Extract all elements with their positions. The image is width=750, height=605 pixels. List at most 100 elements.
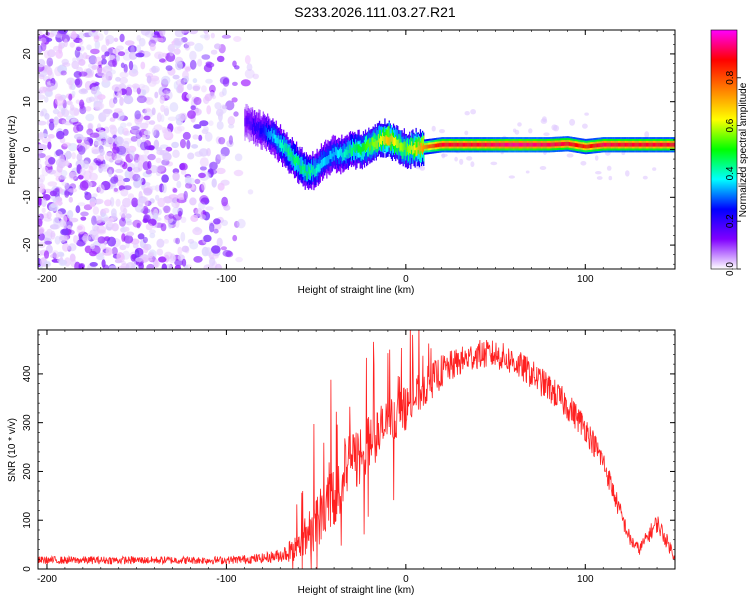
snr-x-tick-label: -100 (216, 574, 236, 585)
spectrogram-signal-cell (371, 137, 373, 155)
spectrogram-noise-blob (48, 121, 55, 131)
spectrogram-noise-blob (163, 208, 169, 214)
spectrogram-signal-cell (404, 143, 407, 161)
spectrogram-noise-blob (113, 174, 118, 183)
spectrogram-noise-blob (122, 250, 130, 260)
spectrogram-noise-blob (120, 204, 126, 213)
spectrogram-noise-blob (49, 224, 60, 230)
spectrogram-signal-cell (488, 142, 490, 147)
spectrogram-noise-blob (68, 93, 73, 101)
spectrogram-noise-blob (54, 95, 65, 106)
spectrogram-signal-cell (437, 143, 439, 148)
spectrogram-signal-cell (517, 142, 520, 147)
snr-frame (37, 329, 676, 570)
spectrogram-noise-blob (198, 134, 203, 141)
spectrogram-signal-cell (484, 142, 486, 147)
spectrogram-noise-blob (79, 39, 84, 45)
spectrogram-noise-blob (85, 106, 92, 112)
spectrogram-signal-cell (570, 142, 572, 147)
spectrogram-signal-cell (394, 137, 396, 147)
spectrogram-signal-cell (253, 118, 255, 127)
snr-x-tick-label: 0 (403, 574, 409, 585)
spectrogram-signal-cell (549, 142, 551, 147)
colorbar-tick-label: 0.2 (725, 214, 736, 228)
spectrogram-noise-blob (48, 157, 56, 165)
spectrogram-signal-cell (329, 150, 331, 160)
spectrogram-noise-blob (88, 30, 98, 37)
spectrogram-noise-blob (154, 258, 159, 268)
spectrogram-signal-cell (462, 142, 465, 147)
spectrogram-signal-cell (499, 142, 501, 147)
spectrogram-signal-cell (314, 168, 316, 178)
spectrogram-noise-blob (103, 108, 113, 114)
spectrogram-noise-blob (594, 155, 599, 161)
spectrogram-signal-cell (359, 145, 361, 155)
spectrogram-noise-blob (76, 153, 83, 162)
spectrogram-noise-blob (211, 178, 217, 188)
spectrogram-noise-blob (58, 220, 66, 227)
spectrogram-noise-blob (105, 38, 110, 46)
spectrogram-noise-blob (173, 126, 183, 134)
spectrogram-signal-cell (572, 142, 574, 147)
spectrogram-signal-cell (418, 145, 421, 154)
spectrogram-noise-blob (173, 48, 181, 55)
spectrogram-noise-blob (154, 51, 165, 60)
spectrogram-noise-blob (113, 37, 119, 42)
spectrogram-signal-cell (366, 141, 368, 151)
spectrogram-signal-cell (405, 147, 408, 156)
spectrogram-noise-blob (155, 194, 160, 201)
spectrogram-signal-cell (244, 109, 246, 126)
spectrogram-noise-blob (180, 169, 187, 175)
spectrogram-signal-cell (576, 143, 578, 147)
spectrogram-signal-cell (308, 167, 311, 176)
spectrogram-signal-cell (624, 142, 626, 147)
spectrogram-noise-blob (107, 236, 117, 247)
spectrogram-noise-blob (142, 236, 148, 244)
spectrogram-noise-blob (114, 154, 122, 164)
spectrogram-signal-cell (354, 143, 356, 153)
spectrogram-signal-cell (263, 126, 265, 135)
spectrogram-noise-blob (116, 252, 125, 261)
spectrogram-noise-blob (186, 93, 192, 99)
spectrogram-signal-cell (262, 124, 264, 133)
spectrogram-signal-cell (316, 164, 318, 174)
spectrogram-noise-blob (553, 125, 560, 132)
spectrogram-signal-cell (650, 142, 652, 147)
colorbar-scale (710, 29, 738, 270)
spectrogram-noise-blob (193, 97, 202, 105)
spectrogram-signal-cell (472, 142, 474, 147)
spectrogram-noise-blob (73, 125, 80, 133)
spectrogram-noise-blob (470, 161, 475, 168)
spectrogram-noise-blob (145, 97, 154, 105)
spectrogram-signal-cell (478, 142, 480, 147)
spectrogram-signal-cell (614, 142, 616, 147)
spectrogram-noise-blob (180, 216, 187, 223)
spectrogram-signal-cell (574, 143, 577, 147)
spectrogram-signal-cell (493, 142, 495, 147)
spectrogram-signal-cell (256, 122, 258, 132)
spectrogram-signal-cell (546, 142, 549, 147)
spectrogram-noise-blob (210, 49, 218, 55)
spectrogram-noise-blob (194, 42, 204, 52)
spectrogram-signal-cell (560, 142, 563, 146)
spectrogram-noise-blob (73, 235, 78, 244)
colorbar-tick-label: 0.6 (725, 118, 736, 132)
spectrogram-signal-cell (374, 138, 376, 148)
spectrogram-signal-cell (540, 142, 542, 147)
spectrogram-noise-blob (172, 214, 182, 221)
spectrogram-noise-blob (125, 262, 136, 269)
spectrogram-noise-blob (68, 80, 73, 90)
spectrogram-signal-cell (381, 136, 383, 145)
spectrogram-signal-cell (586, 144, 588, 149)
spectrogram-noise-blob (130, 253, 137, 262)
spectrogram-noise-blob (227, 116, 235, 126)
spectrogram-noise-blob (41, 166, 49, 177)
spectrogram-noise-blob (652, 167, 657, 171)
spectrogram-signal-cell (297, 156, 299, 166)
spectrogram-noise-blob (124, 199, 130, 207)
spectrogram-signal-cell (290, 148, 292, 157)
spectrogram-signal-cell (532, 142, 535, 147)
spectrogram-noise-blob (41, 207, 46, 213)
spectrogram-noise-blob (186, 83, 193, 91)
